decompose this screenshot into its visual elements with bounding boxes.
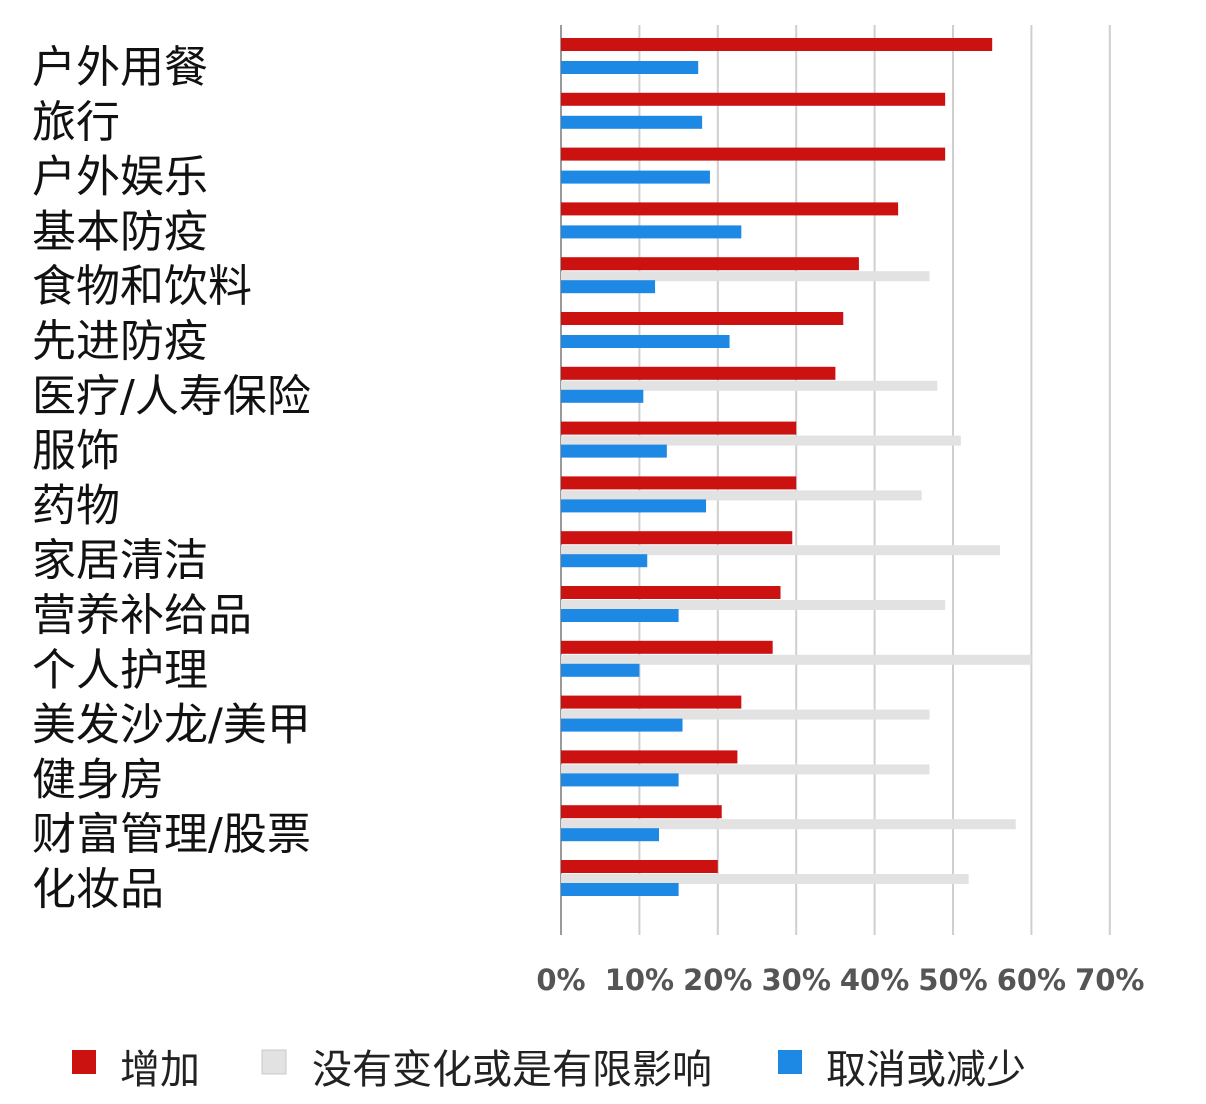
bar-decrease	[561, 663, 640, 677]
legend: 增加 没有变化或是有限影响 取消或减少	[72, 1047, 1026, 1093]
bar-decrease	[561, 389, 644, 403]
category-label: 个人护理	[32, 645, 208, 696]
bar-decrease	[561, 61, 699, 74]
bar-decrease	[561, 718, 683, 732]
bar-decrease	[561, 335, 730, 348]
category-labels: 户外用餐旅行户外娱乐基本防疫食物和饮料先进防疫医疗/人寿保险服饰药物家居清洁营养…	[32, 42, 311, 915]
bar-decrease	[561, 609, 679, 622]
category-label: 财富管理/股票	[32, 809, 311, 860]
category-label: 户外娱乐	[32, 152, 208, 203]
bar-no-change	[561, 874, 969, 884]
bar-decrease	[561, 883, 679, 896]
category-label: 食物和饮料	[32, 261, 252, 312]
bar-increase	[561, 147, 946, 161]
category-label: 美发沙龙/美甲	[32, 700, 311, 751]
bar-increase	[561, 257, 859, 271]
legend-swatch	[261, 1049, 287, 1075]
bar-decrease	[561, 444, 667, 458]
bar-no-change	[561, 709, 930, 720]
x-axis-ticks: 0% 10% 20% 30% 40% 50% 60% 70%	[536, 963, 1144, 997]
bar-no-change	[561, 380, 938, 391]
x-tick-label: 30%	[761, 963, 830, 997]
bar-no-change	[561, 545, 1001, 556]
bar-no-change	[561, 490, 922, 501]
bar-increase	[561, 640, 773, 654]
x-tick-label: 20%	[683, 963, 752, 997]
bar-no-change	[561, 435, 961, 446]
bar-no-change	[561, 600, 946, 610]
category-label: 服饰	[32, 426, 120, 477]
bar-increase	[561, 202, 899, 216]
bar-increase	[561, 476, 797, 490]
bar-no-change	[561, 819, 1016, 830]
category-label: 先进防疫	[32, 316, 208, 367]
x-tick-label: 10%	[605, 963, 674, 997]
bar-increase	[561, 750, 738, 764]
x-tick-label: 70%	[1075, 963, 1144, 997]
bar-increase	[561, 586, 781, 599]
bar-no-change	[561, 271, 930, 282]
bars	[561, 38, 1032, 896]
category-label: 医疗/人寿保险	[32, 371, 311, 422]
bar-decrease	[561, 280, 656, 294]
bar-increase	[561, 531, 793, 545]
bar-increase	[561, 366, 836, 380]
category-label: 旅行	[32, 97, 120, 148]
bar-increase	[561, 38, 993, 51]
x-tick-label: 60%	[997, 963, 1066, 997]
bar-no-change	[561, 654, 1032, 665]
x-tick-label: 0%	[536, 963, 585, 997]
bar-increase	[561, 805, 722, 819]
bar-decrease	[561, 225, 742, 239]
bar-no-change	[561, 764, 930, 775]
x-tick-label: 40%	[840, 963, 909, 997]
category-label: 营养补给品	[32, 590, 252, 641]
x-tick-label: 50%	[918, 963, 987, 997]
legend-label: 增加	[120, 1047, 200, 1093]
legend-label: 没有变化或是有限影响	[312, 1047, 712, 1093]
bar-decrease	[561, 828, 659, 842]
bar-decrease	[561, 554, 648, 568]
bar-increase	[561, 421, 797, 435]
legend-swatch	[778, 1050, 802, 1074]
bar-increase	[561, 92, 946, 106]
bar-increase	[561, 695, 742, 709]
bar-decrease	[561, 499, 707, 513]
category-label: 基本防疫	[32, 206, 208, 257]
category-label: 户外用餐	[32, 42, 208, 93]
bar-increase	[561, 312, 844, 325]
legend-label: 取消或减少	[826, 1047, 1026, 1093]
category-label: 化妆品	[32, 864, 164, 915]
category-label: 药物	[32, 480, 120, 531]
bar-increase	[561, 860, 718, 873]
bar-decrease	[561, 115, 703, 129]
category-label: 家居清洁	[32, 535, 208, 586]
legend-swatch	[72, 1050, 96, 1074]
category-label: 健身房	[32, 754, 164, 805]
bar-decrease	[561, 170, 710, 184]
bar-decrease	[561, 773, 679, 787]
